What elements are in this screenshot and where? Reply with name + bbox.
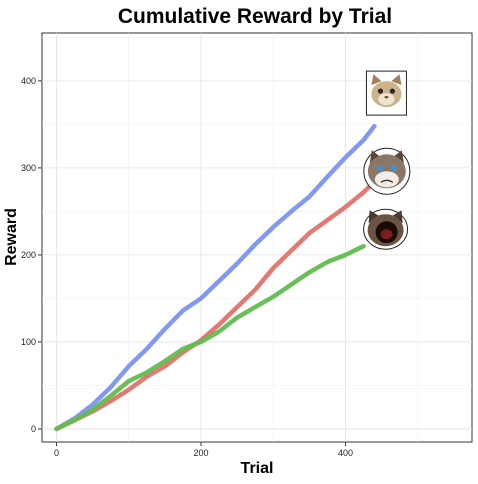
cat-tongue — [381, 229, 393, 239]
cat-eye — [377, 165, 383, 171]
y-axis: 0 100 200 300 400 — [21, 76, 42, 434]
y-tick-label: 400 — [21, 76, 36, 86]
end-icon-layer — [364, 71, 410, 249]
x-tick-label: 200 — [193, 448, 208, 458]
cat-muzzle — [375, 171, 399, 187]
x-tick-label: 400 — [338, 448, 353, 458]
y-tick-label: 300 — [21, 163, 36, 173]
plot-panel — [42, 33, 472, 442]
grumpy-cat-icon — [364, 148, 410, 194]
x-tick-label: 0 — [54, 448, 59, 458]
y-tick-label: 0 — [31, 424, 36, 434]
x-axis-label: Trial — [241, 460, 274, 477]
y-tick-label: 200 — [21, 250, 36, 260]
cat-eye — [391, 165, 397, 171]
cat-eye — [378, 89, 383, 94]
cat-nose — [384, 96, 388, 99]
cat-muzzle — [378, 93, 394, 105]
screaming-cat-icon — [364, 209, 408, 249]
cat-eye — [390, 89, 395, 94]
x-axis: 0 200 400 — [54, 442, 353, 458]
y-axis-label: Reward — [3, 208, 20, 266]
chart-title: Cumulative Reward by Trial — [118, 5, 392, 28]
y-tick-label: 100 — [21, 337, 36, 347]
cat-face-icon — [366, 71, 406, 115]
